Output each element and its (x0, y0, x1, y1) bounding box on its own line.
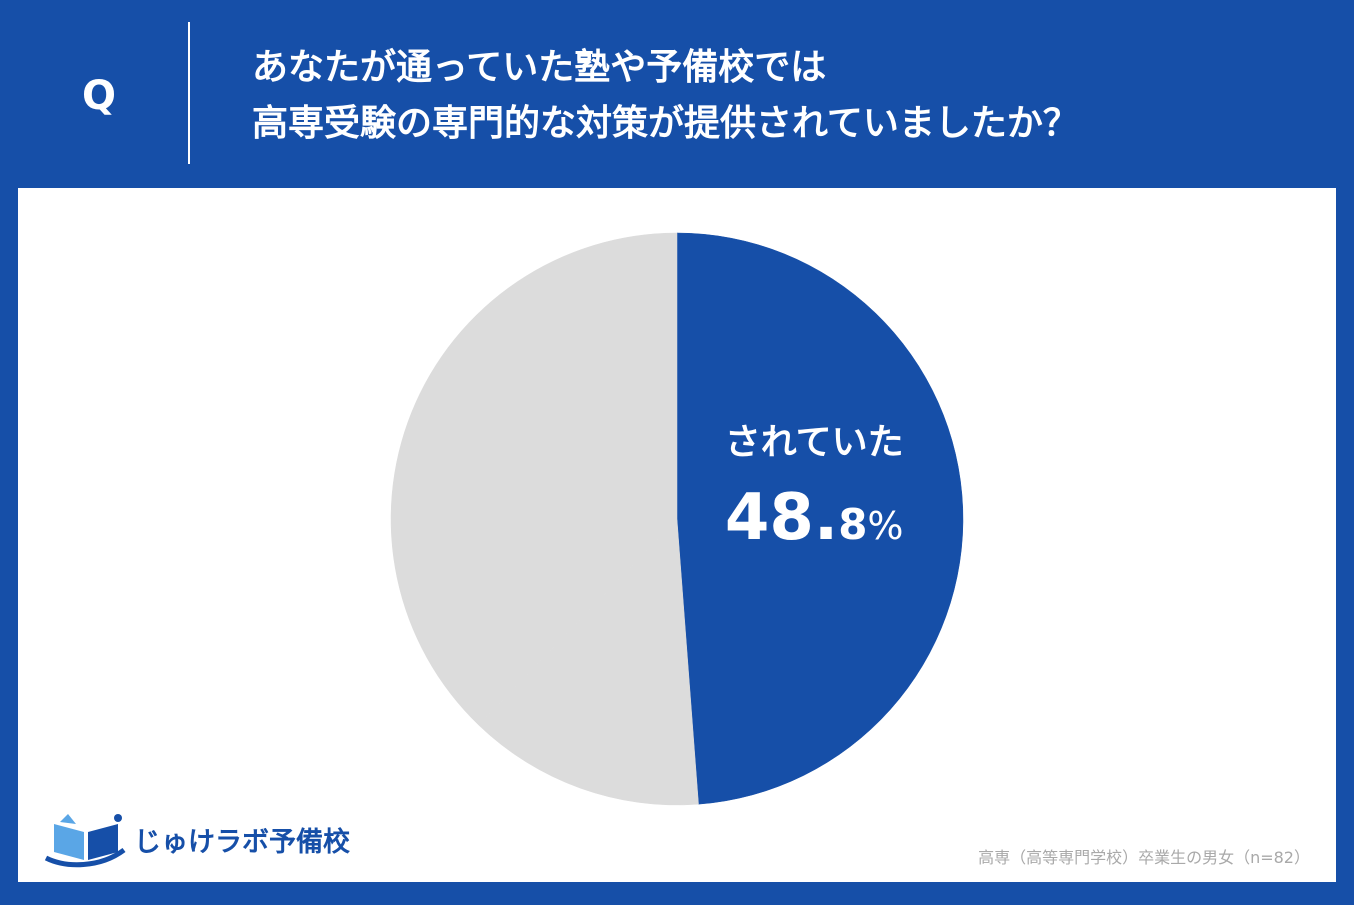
logo-name: じゅけラボ予備校 (134, 827, 350, 858)
question-text: あなたが通っていた塾や予備校では 高専受験の専門的な対策が提供されていましたか？ (252, 40, 1312, 152)
question-line-1: あなたが通っていた塾や予備校では (252, 47, 827, 88)
sample-footnote: 高専（高等専門学校）卒業生の男女（n=82） (978, 848, 1310, 867)
pie-slice-2 (390, 232, 678, 726)
q-label: Q (82, 73, 117, 119)
pie-slice-1 (478, 518, 699, 806)
brand-logo: じゅけラボ予備校 (40, 810, 360, 870)
question-line-2: 高専受験の専門的な対策が提供されていましたか？ (252, 103, 1079, 144)
pie-chart: されていた 48.8% (390, 232, 964, 806)
open-book-logo-icon (44, 814, 126, 868)
pie-slice-0 (676, 232, 964, 805)
header-divider (188, 22, 190, 164)
question-header: Q あなたが通っていた塾や予備校では 高専受験の専門的な対策が提供されていました… (0, 0, 1354, 188)
slice-label-0: されていた (725, 422, 904, 463)
slice-value-0: 48.8% (725, 481, 904, 555)
chart-panel: されていた 48.8% (18, 188, 1336, 882)
